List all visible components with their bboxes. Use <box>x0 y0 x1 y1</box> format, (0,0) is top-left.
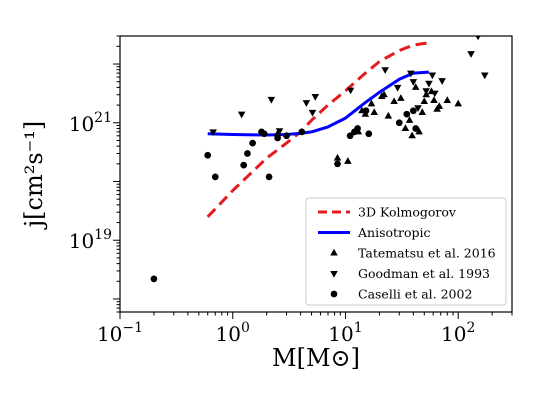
data-point-tatematsu-et-al-2016 <box>333 153 342 161</box>
data-point-caselli-et-al-2002 <box>265 173 273 181</box>
data-point-tatematsu-et-al-2016 <box>367 99 376 107</box>
data-point-goodman-et-al-1993 <box>414 105 422 112</box>
data-point-goodman-et-al-1993 <box>346 87 355 95</box>
data-point-tatematsu-et-al-2016 <box>390 97 398 105</box>
data-point-goodman-et-al-1993 <box>209 129 217 137</box>
data-point-tatematsu-et-al-2016 <box>418 108 427 115</box>
legend-box <box>305 197 507 306</box>
data-point-goodman-et-al-1993 <box>407 70 415 78</box>
data-point-tatematsu-et-al-2016 <box>408 131 416 139</box>
data-point-tatematsu-et-al-2016 <box>384 111 393 119</box>
legend-handle-caselli-et-al-2002 <box>330 290 338 298</box>
legend: 3D Kolmogorov Anisotropic Tatematsu et al.… <box>305 197 507 306</box>
data-point-tatematsu-et-al-2016 <box>370 108 379 115</box>
data-point-caselli-et-al-2002 <box>204 151 212 159</box>
data-point-goodman-et-al-1993 <box>467 51 475 58</box>
legend-label-caselli-et-al-2002: Caselli et al. 2002 <box>358 287 472 302</box>
data-point-tatematsu-et-al-2016 <box>454 99 462 107</box>
data-point-goodman-et-al-1993 <box>275 128 284 135</box>
x-tick-label: 101 <box>328 320 362 346</box>
data-point-caselli-et-al-2002 <box>240 161 248 169</box>
x-tick-label: 100 <box>216 320 250 346</box>
axes: 10−1 100 101 102 1019 1021 <box>69 35 513 346</box>
data-point-tatematsu-et-al-2016 <box>397 94 405 101</box>
plot-frame <box>119 35 513 313</box>
data-point-goodman-et-al-1993 <box>475 36 481 41</box>
data-point-caselli-et-al-2002 <box>283 132 290 140</box>
data-point-goodman-et-al-1993 <box>302 100 311 107</box>
data-point-tatematsu-et-al-2016 <box>380 90 388 98</box>
data-point-caselli-et-al-2002 <box>409 107 417 115</box>
legend-handle-goodman-et-al-1993 <box>330 270 338 278</box>
x-tick-label: 10−1 <box>97 320 143 346</box>
data-point-caselli-et-al-2002 <box>211 173 219 181</box>
data-point-caselli-et-al-2002 <box>334 160 341 168</box>
data-point-caselli-et-al-2002 <box>150 275 158 283</box>
plot-area <box>150 36 489 283</box>
data-point-goodman-et-al-1993 <box>431 90 439 98</box>
data-point-caselli-et-al-2002 <box>362 107 370 115</box>
data-point-goodman-et-al-1993 <box>409 79 418 86</box>
data-point-caselli-et-al-2002 <box>365 130 373 138</box>
y-tick-label: 1021 <box>69 110 112 136</box>
legend-label-goodman-et-al-1993: Goodman et al. 1993 <box>358 266 490 281</box>
data-point-goodman-et-al-1993 <box>381 67 389 74</box>
y-axis-label: j[cm²s⁻¹] <box>20 121 48 231</box>
data-point-goodman-et-al-1993 <box>237 111 246 119</box>
x-axis-label: M[M⊙] <box>272 344 360 372</box>
data-point-goodman-et-al-1993 <box>480 72 489 80</box>
y-tick-label: 1019 <box>69 227 112 253</box>
data-point-tatematsu-et-al-2016 <box>420 97 429 105</box>
data-point-tatematsu-et-al-2016 <box>415 127 423 135</box>
data-point-tatematsu-et-al-2016 <box>405 116 414 123</box>
data-point-caselli-et-al-2002 <box>403 110 411 118</box>
legend-handle-tatematsu-et-al-2016 <box>330 248 338 256</box>
data-point-caselli-et-al-2002 <box>354 125 361 132</box>
data-point-caselli-et-al-2002 <box>274 134 281 142</box>
data-point-goodman-et-al-1993 <box>422 88 430 96</box>
data-point-tatematsu-et-al-2016 <box>443 96 452 103</box>
data-point-caselli-et-al-2002 <box>395 119 403 127</box>
data-point-goodman-et-al-1993 <box>425 80 433 88</box>
data-point-tatematsu-et-al-2016 <box>401 124 410 131</box>
data-point-caselli-et-al-2002 <box>249 139 256 147</box>
data-point-caselli-et-al-2002 <box>298 128 306 136</box>
data-point-goodman-et-al-1993 <box>393 84 402 92</box>
legend-label-anisotropic: Anisotropic <box>357 225 431 240</box>
data-point-goodman-et-al-1993 <box>308 109 317 117</box>
data-point-tatematsu-et-al-2016 <box>430 96 438 103</box>
data-point-goodman-et-al-1993 <box>428 72 437 80</box>
data-point-goodman-et-al-1993 <box>267 96 276 104</box>
data-point-caselli-et-al-2002 <box>412 125 420 132</box>
data-point-tatematsu-et-al-2016 <box>411 83 420 90</box>
data-point-caselli-et-al-2002 <box>260 130 268 138</box>
data-point-tatematsu-et-al-2016 <box>344 157 352 164</box>
legend-label-3d-kolmogorov: 3D Kolmogorov <box>358 205 457 220</box>
data-point-caselli-et-al-2002 <box>244 150 251 157</box>
legend-label-tatematsu-et-al-2016: Tatematsu et al. 2016 <box>358 246 496 261</box>
data-point-goodman-et-al-1993 <box>438 78 446 85</box>
x-tick-label: 102 <box>441 320 475 346</box>
data-point-tatematsu-et-al-2016 <box>435 102 444 109</box>
data-point-goodman-et-al-1993 <box>311 93 320 101</box>
data-point-caselli-et-al-2002 <box>346 132 354 140</box>
